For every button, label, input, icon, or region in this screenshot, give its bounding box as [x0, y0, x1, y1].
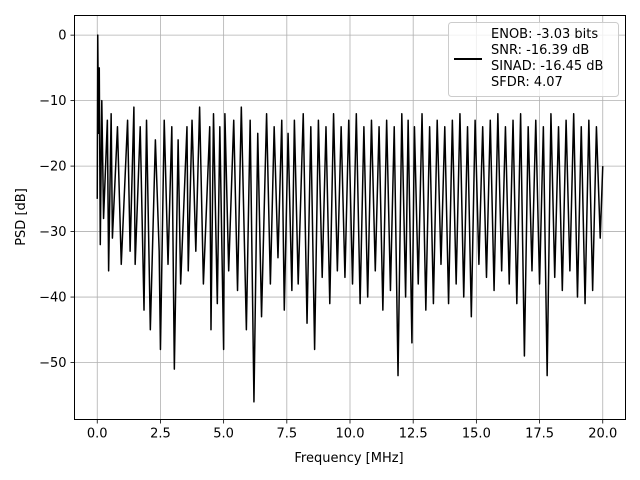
psd-series-line — [96, 34, 604, 403]
x-tick-label: 20.0 — [588, 427, 617, 442]
legend-box — [448, 22, 619, 97]
x-tick-label: 17.5 — [525, 427, 554, 442]
legend-snr: SNR: -16.39 dB — [491, 43, 589, 58]
x-tick-label: 12.5 — [399, 427, 428, 442]
y-axis-ticks: 0 −10 −20 −30 −40 −50 — [39, 29, 75, 371]
y-tick-label: −50 — [39, 356, 66, 371]
y-axis-label: PSD [dB] — [14, 188, 29, 246]
x-axis-ticks: 0.0 2.5 5.0 7.5 10.0 12.5 15.0 17.5 20.0 — [87, 419, 617, 442]
x-tick-label: 5.0 — [213, 427, 234, 442]
legend: ENOB: -3.03 bits SNR: -16.39 dB SINAD: -… — [448, 22, 619, 97]
y-tick-label: −30 — [39, 225, 66, 240]
x-axis-label: Frequency [MHz] — [294, 451, 403, 466]
y-tick-label: −40 — [39, 291, 66, 306]
x-tick-label: 0.0 — [87, 427, 108, 442]
x-tick-label: 10.0 — [336, 427, 365, 442]
x-tick-label: 2.5 — [150, 427, 171, 442]
x-tick-label: 15.0 — [462, 427, 491, 442]
y-tick-label: −20 — [39, 160, 66, 175]
y-tick-label: −10 — [39, 94, 66, 109]
y-tick-label: 0 — [58, 29, 66, 44]
x-tick-label: 7.5 — [276, 427, 297, 442]
legend-sinad: SINAD: -16.45 dB — [491, 59, 603, 74]
legend-enob: ENOB: -3.03 bits — [491, 27, 598, 42]
legend-sfdr: SFDR: 4.07 — [491, 75, 563, 90]
series-group — [96, 34, 604, 403]
